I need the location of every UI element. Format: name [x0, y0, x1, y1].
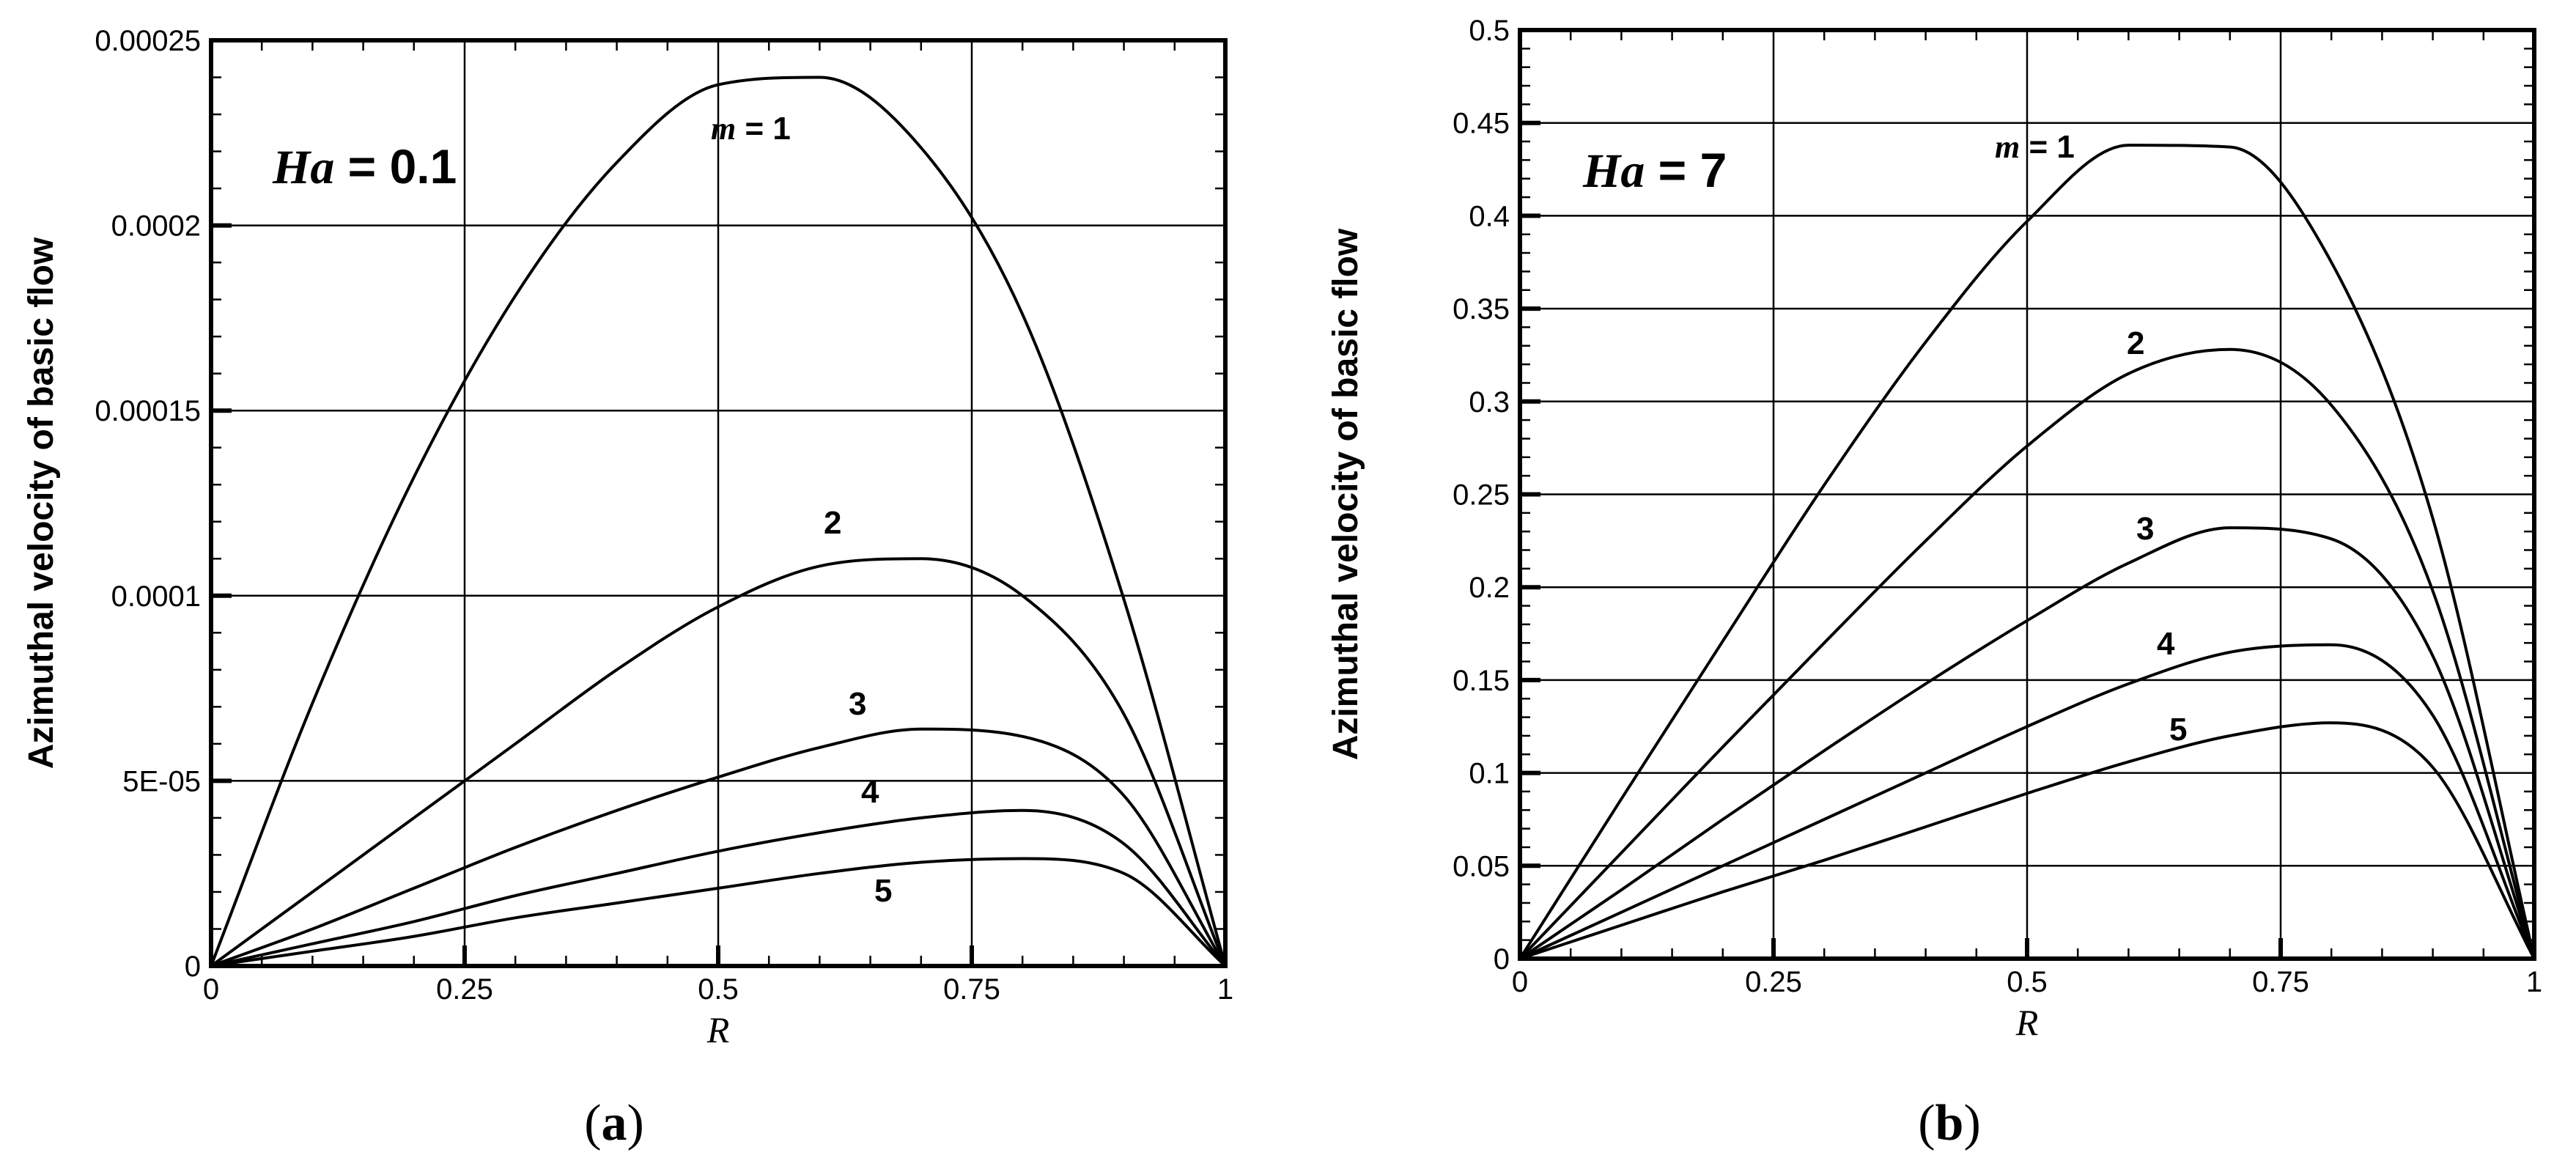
y-tick-label: 0.0002	[111, 210, 201, 243]
panel-caption: (a)	[584, 1095, 644, 1151]
series-label-value: 3	[849, 686, 866, 722]
series-label-value: 3	[2136, 511, 2154, 547]
y-axis-title: Azimuthal velocity of basic flow	[22, 237, 61, 769]
y-tick-label: 0.3	[1469, 386, 1510, 418]
series-label-m5: 5	[2169, 712, 2187, 748]
series-label-m4: 4	[861, 774, 879, 810]
series-line-m2	[210, 557, 1227, 967]
panel-caption-letter: b	[1935, 1095, 1964, 1151]
y-tick-label: 0.00015	[95, 395, 201, 427]
series-label-value: 1	[2056, 129, 2074, 165]
y-tick-label: 0.4	[1469, 200, 1510, 232]
series-label-value: 1	[772, 111, 790, 147]
series-line-m5	[1519, 721, 2536, 960]
x-tick-label: 0.5	[2007, 966, 2048, 998]
series-line-m1	[1518, 144, 2536, 960]
series-label-value: 4	[2157, 626, 2175, 662]
x-tick-label: 0	[1512, 966, 1528, 998]
series-label-m1: m = 1	[1995, 129, 2075, 165]
series-label-value: 5	[2169, 712, 2187, 748]
series-line-m4	[210, 808, 1227, 967]
panel-caption: (b)	[1918, 1095, 1981, 1151]
y-tick-label: 0.0001	[111, 580, 201, 613]
series-line-m1	[210, 75, 1227, 967]
series-label-equals: =	[2020, 129, 2056, 165]
series-label-m5: 5	[874, 873, 892, 909]
y-tick-label: 0.25	[1453, 479, 1510, 512]
y-tick-label: 0.45	[1453, 108, 1510, 140]
parameter-name: Ha	[1582, 144, 1645, 198]
series-label-m3: 3	[849, 686, 866, 722]
plot-frame	[1518, 28, 2536, 961]
y-tick-label: 5E-05	[122, 765, 201, 797]
series-label-m3: 3	[2136, 511, 2154, 547]
series-line-m2	[1518, 347, 2536, 960]
series-label-m2: 2	[824, 505, 841, 541]
series-line-m3	[1518, 526, 2536, 960]
x-tick-label: 0	[203, 973, 219, 1006]
series-line-m3	[210, 727, 1227, 967]
plot-frame	[209, 38, 1228, 968]
series-label-value: 4	[861, 774, 879, 810]
parameter-equals: =	[1645, 143, 1700, 197]
x-tick-label: 0.25	[436, 973, 493, 1006]
parameter-value: 0.1	[390, 139, 457, 193]
panel-caption-letter: a	[602, 1095, 627, 1151]
parameter-annotation: Ha = 0.1	[272, 139, 457, 194]
y-tick-label: 0.00025	[95, 25, 201, 57]
y-tick-label: 0	[1494, 943, 1510, 976]
y-axis-title: Azimuthal velocity of basic flow	[1326, 228, 1365, 760]
y-tick-label: 0.35	[1453, 293, 1510, 325]
series-label-m4: 4	[2157, 626, 2175, 662]
chart-panel-a: 0 0.25 0.5 0.75 1 0 5E-05 0.0001 0.00015 0.0002 0.…	[22, 25, 1233, 1151]
x-tick-label: 1	[1217, 973, 1233, 1006]
series-label-equals: =	[736, 111, 772, 147]
x-axis-title: R	[2015, 1002, 2039, 1043]
series-label-m2: 2	[2127, 325, 2144, 361]
parameter-name: Ha	[272, 141, 334, 194]
x-tick-label: 0.5	[698, 973, 739, 1006]
y-tick-label: 0.2	[1469, 572, 1510, 604]
series-label-value: 2	[2127, 325, 2144, 361]
y-tick-label: 0.05	[1453, 850, 1510, 882]
y-tick-label: 0	[185, 951, 201, 983]
series-label-prefix: m	[711, 111, 736, 147]
x-tick-label: 0.25	[1745, 966, 1802, 998]
parameter-annotation: Ha = 7	[1582, 143, 1727, 198]
parameter-value: 7	[1700, 143, 1727, 197]
series-label-prefix: m	[1995, 129, 2020, 165]
x-axis-title: R	[706, 1009, 730, 1050]
x-tick-label: 0.75	[2252, 966, 2309, 998]
series-line-m5	[210, 857, 1227, 967]
series-label-value: 2	[824, 505, 841, 541]
x-tick-label: 0.75	[943, 973, 1000, 1006]
parameter-equals: =	[334, 139, 389, 193]
series-line-m4	[1519, 643, 2536, 960]
chart-panel-b: 0 0.25 0.5 0.75 1 0 0.05 0.1 0.15 0.2 0.25 0.3 0.35 0…	[1326, 15, 2542, 1151]
y-tick-label: 0.5	[1469, 15, 1510, 47]
y-tick-label: 0.1	[1469, 758, 1510, 790]
x-tick-label: 1	[2526, 966, 2542, 998]
series-label-m1: m = 1	[711, 111, 791, 147]
series-label-value: 5	[874, 873, 892, 909]
y-tick-label: 0.15	[1453, 665, 1510, 697]
